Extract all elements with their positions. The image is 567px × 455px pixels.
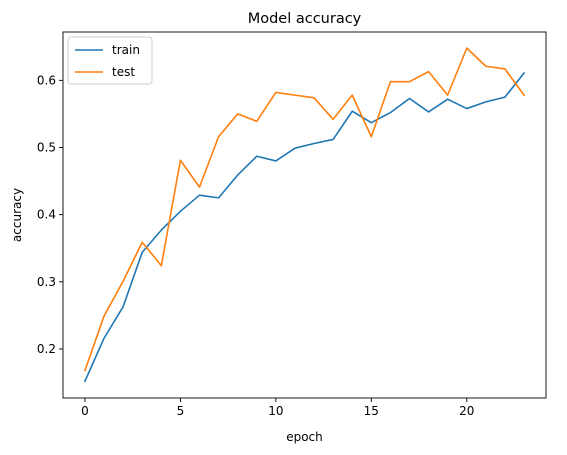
legend: train test — [67, 36, 153, 85]
plot-area: 0 5 10 15 20 0.2 0.3 0.4 0.5 0.6 — [37, 31, 547, 418]
axes-frame — [62, 31, 547, 399]
series-line-train — [83, 71, 526, 383]
y-tick-label: 0.2 — [37, 342, 56, 356]
x-tick-label: 0 — [81, 404, 89, 418]
y-tick-label: 0.3 — [37, 275, 56, 289]
y-tick-label: 0.6 — [37, 73, 56, 87]
y-tick-label: 0.4 — [37, 208, 56, 222]
x-tick-label: 5 — [177, 404, 185, 418]
chart-title: Model accuracy — [248, 11, 362, 27]
legend-label-test: test — [112, 65, 135, 79]
x-axis-label: epoch — [286, 430, 323, 444]
y-axis-label: accuracy — [10, 188, 24, 242]
y-tick-label: 0.5 — [37, 141, 56, 155]
x-tick-label: 20 — [459, 404, 474, 418]
x-tick-label: 10 — [268, 404, 283, 418]
x-tick-label: 15 — [364, 404, 379, 418]
legend-label-train: train — [112, 43, 140, 57]
series-line-test — [83, 47, 526, 372]
